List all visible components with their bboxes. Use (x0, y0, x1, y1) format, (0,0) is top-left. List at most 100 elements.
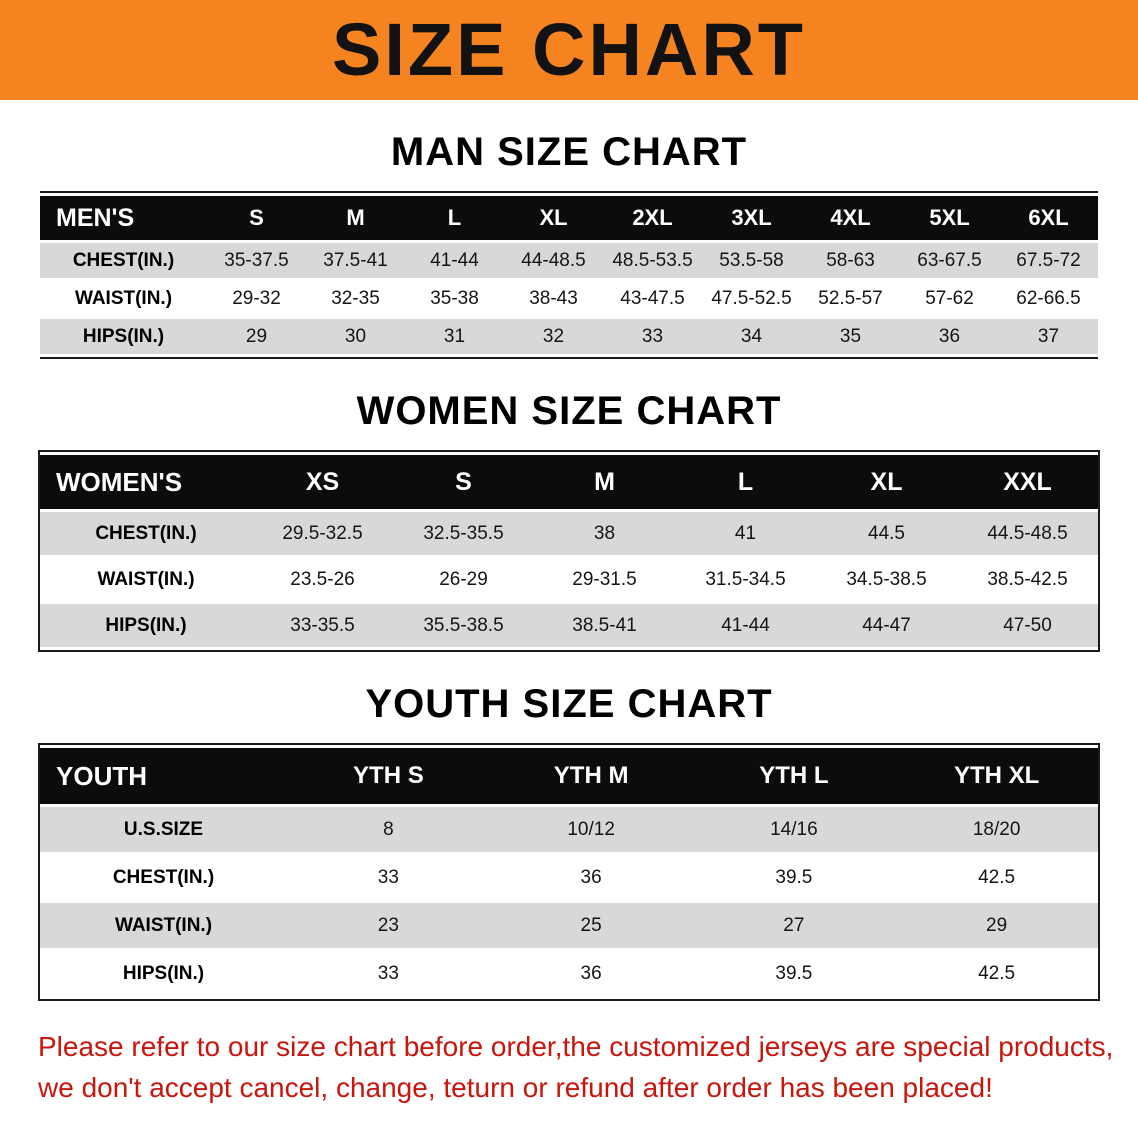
row-label: WAIST(IN.) (40, 281, 207, 316)
size-value-cell: 47-50 (957, 604, 1098, 647)
size-value-cell: 29.5-32.5 (252, 512, 393, 555)
size-column-header: L (405, 196, 504, 240)
size-value-cell: 31.5-34.5 (675, 558, 816, 601)
size-value-cell: 38.5-42.5 (957, 558, 1098, 601)
footer-note: Please refer to our size chart before or… (38, 1027, 1114, 1108)
size-value-cell: 44-47 (816, 604, 957, 647)
table-row: HIPS(IN.) 29 30 31 32 33 34 35 36 37 (40, 319, 1098, 354)
men-size-table: MEN'S S M L XL 2XL 3XL 4XL 5XL 6XL CHEST(IN.) 35-37… (40, 193, 1098, 357)
size-value-cell: 36 (489, 855, 693, 900)
size-value-cell: 47.5-52.5 (702, 281, 801, 316)
size-value-cell: 63-67.5 (900, 243, 999, 278)
size-value-cell: 27 (692, 903, 896, 948)
size-value-cell: 43-47.5 (603, 281, 702, 316)
size-column-header: M (306, 196, 405, 240)
size-value-cell: 62-66.5 (999, 281, 1098, 316)
size-value-cell: 25 (489, 903, 693, 948)
size-value-cell: 29 (895, 903, 1098, 948)
size-value-cell: 44.5 (816, 512, 957, 555)
youth-section-heading: YOUTH SIZE CHART (365, 682, 773, 726)
row-label: CHEST(IN.) (40, 243, 207, 278)
youth-size-table-container: YOUTH YTH S YTH M YTH L YTH XL U.S.SIZE 8 10/12… (38, 743, 1100, 1001)
size-value-cell: 35-37.5 (207, 243, 306, 278)
size-value-cell: 39.5 (692, 951, 896, 996)
row-label: U.S.SIZE (40, 807, 287, 852)
size-value-cell: 42.5 (895, 951, 1098, 996)
table-row: HIPS(IN.) 33 36 39.5 42.5 (40, 951, 1098, 996)
header-row: WOMEN'S XS S M L XL XXL (40, 455, 1098, 509)
size-value-cell: 29 (207, 319, 306, 354)
size-value-cell: 35-38 (405, 281, 504, 316)
size-value-cell: 18/20 (895, 807, 1098, 852)
banner-title: SIZE CHART (332, 8, 806, 91)
size-value-cell: 29-32 (207, 281, 306, 316)
size-value-cell: 57-62 (900, 281, 999, 316)
size-value-cell: 37.5-41 (306, 243, 405, 278)
size-value-cell: 67.5-72 (999, 243, 1098, 278)
table-row: U.S.SIZE 8 10/12 14/16 18/20 (40, 807, 1098, 852)
size-column-header: YTH L (692, 748, 896, 804)
size-column-header: 6XL (999, 196, 1098, 240)
table-row: WAIST(IN.) 23.5-26 26-29 29-31.5 31.5-34.5 34… (40, 558, 1098, 601)
size-value-cell: 41 (675, 512, 816, 555)
size-value-cell: 44-48.5 (504, 243, 603, 278)
size-value-cell: 36 (900, 319, 999, 354)
size-value-cell: 41-44 (405, 243, 504, 278)
header-row: YOUTH YTH S YTH M YTH L YTH XL (40, 748, 1098, 804)
row-label: WAIST(IN.) (40, 903, 287, 948)
row-label: HIPS(IN.) (40, 319, 207, 354)
women-table-title: WOMEN'S (40, 455, 252, 509)
size-value-cell: 30 (306, 319, 405, 354)
men-section-heading: MAN SIZE CHART (390, 130, 748, 174)
size-column-header: XL (816, 455, 957, 509)
table-row: CHEST(IN.) 33 36 39.5 42.5 (40, 855, 1098, 900)
size-value-cell: 41-44 (675, 604, 816, 647)
row-label: HIPS(IN.) (40, 951, 287, 996)
size-value-cell: 34 (702, 319, 801, 354)
row-label: CHEST(IN.) (40, 855, 287, 900)
size-column-header: XS (252, 455, 393, 509)
size-value-cell: 8 (287, 807, 490, 852)
size-column-header: 5XL (900, 196, 999, 240)
size-value-cell: 42.5 (895, 855, 1098, 900)
size-value-cell: 38.5-41 (534, 604, 675, 647)
table-row: WAIST(IN.) 23 25 27 29 (40, 903, 1098, 948)
size-value-cell: 35 (801, 319, 900, 354)
size-value-cell: 34.5-38.5 (816, 558, 957, 601)
size-value-cell: 48.5-53.5 (603, 243, 702, 278)
size-value-cell: 32-35 (306, 281, 405, 316)
size-value-cell: 33 (603, 319, 702, 354)
size-column-header: 3XL (702, 196, 801, 240)
women-size-table: WOMEN'S XS S M L XL XXL CHEST(IN.) 29.5-32.5 32.5… (40, 452, 1098, 650)
size-value-cell: 37 (999, 319, 1098, 354)
table-row: CHEST(IN.) 35-37.5 37.5-41 41-44 44-48.5 48.5… (40, 243, 1098, 278)
men-table-title: MEN'S (40, 196, 207, 240)
row-label: HIPS(IN.) (40, 604, 252, 647)
size-value-cell: 38-43 (504, 281, 603, 316)
table-row: WAIST(IN.) 29-32 32-35 35-38 38-43 43-47.5 47.… (40, 281, 1098, 316)
size-value-cell: 10/12 (489, 807, 693, 852)
size-column-header: YTH S (287, 748, 490, 804)
size-value-cell: 53.5-58 (702, 243, 801, 278)
size-column-header: YTH M (489, 748, 693, 804)
size-column-header: YTH XL (895, 748, 1098, 804)
size-value-cell: 33-35.5 (252, 604, 393, 647)
size-value-cell: 23.5-26 (252, 558, 393, 601)
table-row: HIPS(IN.) 33-35.5 35.5-38.5 38.5-41 41-44 44-… (40, 604, 1098, 647)
size-value-cell: 31 (405, 319, 504, 354)
youth-size-table: YOUTH YTH S YTH M YTH L YTH XL U.S.SIZE 8 10/12… (40, 745, 1098, 999)
header-row: MEN'S S M L XL 2XL 3XL 4XL 5XL 6XL (40, 196, 1098, 240)
footer-line-2: we don't accept cancel, change, teturn o… (38, 1071, 993, 1103)
table-row: CHEST(IN.) 29.5-32.5 32.5-35.5 38 41 44.5 44.5… (40, 512, 1098, 555)
size-value-cell: 23 (287, 903, 490, 948)
size-value-cell: 32.5-35.5 (393, 512, 534, 555)
size-value-cell: 52.5-57 (801, 281, 900, 316)
size-column-header: 2XL (603, 196, 702, 240)
size-value-cell: 38 (534, 512, 675, 555)
footer-line-1: Please refer to our size chart before or… (38, 1031, 1114, 1062)
size-value-cell: 26-29 (393, 558, 534, 601)
size-value-cell: 36 (489, 951, 693, 996)
men-size-table-container: MEN'S S M L XL 2XL 3XL 4XL 5XL 6XL CHEST(IN.) 35-37… (40, 191, 1098, 359)
size-column-header: S (207, 196, 306, 240)
